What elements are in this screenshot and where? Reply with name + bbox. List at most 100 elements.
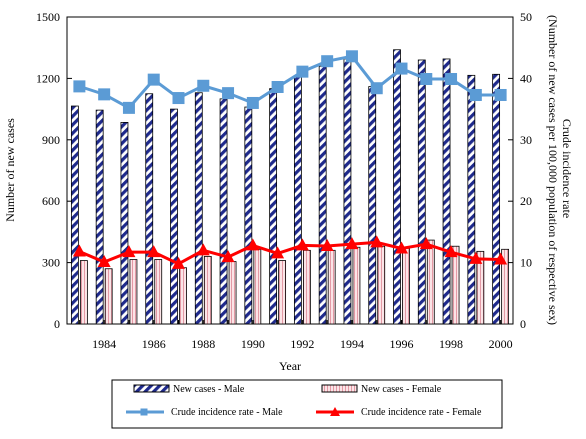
lines-layer — [72, 50, 508, 269]
bar-female-cases-1990 — [253, 248, 262, 325]
y-left-tick-label-600: 600 — [42, 194, 60, 208]
marker-female-rate-1985 — [122, 245, 136, 258]
y-left-tick-label-900: 900 — [42, 133, 60, 147]
marker-female-rate-1995 — [370, 235, 384, 248]
bar-female-cases-1984 — [104, 268, 113, 325]
marker-male-rate-1989 — [222, 87, 235, 100]
y-left-tick-label-1500: 1500 — [36, 10, 60, 24]
bar-male-cases-1986 — [145, 93, 154, 325]
bar-male-cases-1984 — [95, 109, 104, 325]
y-left-tick-label-300: 300 — [42, 256, 60, 270]
marker-male-rate-1999 — [469, 88, 482, 101]
marker-female-rate-1998 — [444, 245, 458, 258]
x-tick-label-1990: 1990 — [241, 337, 265, 351]
marker-female-rate-2000 — [494, 252, 508, 265]
marker-male-rate-1998 — [445, 73, 458, 86]
ticks-layer: 0 300 600 900 1200 1500 0 10 20 30 40 50 1984 1986 198… — [36, 10, 532, 351]
bar-female-cases-1999 — [476, 250, 485, 325]
marker-male-rate-1986 — [147, 73, 160, 86]
legend-swatch-male-cases — [133, 384, 170, 393]
bar-female-cases-2000 — [501, 248, 510, 325]
x-axis-title: Year — [279, 359, 301, 373]
marker-female-rate-1986 — [147, 245, 161, 258]
marker-female-rate-1991 — [271, 246, 285, 259]
marker-male-rate-1997 — [420, 73, 433, 86]
y-left-tick-label-0: 0 — [54, 317, 60, 331]
marker-female-rate-1983 — [72, 244, 86, 257]
bar-male-cases-1997 — [417, 59, 426, 325]
bar-male-cases-1983 — [70, 105, 79, 325]
legend-label-female-rate: Crude incidence rate - Female — [361, 407, 482, 418]
bar-female-cases-1992 — [302, 249, 311, 325]
legend-label-female-cases: New cases - Female — [361, 384, 442, 395]
marker-female-rate-1990 — [246, 238, 260, 251]
x-tick-label-1994: 1994 — [340, 337, 364, 351]
y-axis-right-title-line2: (Number of new cases per 100,000 populat… — [546, 15, 560, 325]
x-tick-label-1984: 1984 — [92, 337, 116, 351]
bar-female-cases-1994 — [352, 246, 361, 325]
bar-male-cases-1998 — [442, 58, 451, 325]
bar-male-cases-1990 — [244, 106, 253, 325]
marker-male-rate-1990 — [246, 96, 259, 109]
y-axis-left-title: Number of new cases — [3, 118, 17, 222]
x-tick-label-1988: 1988 — [191, 337, 215, 351]
marker-male-rate-1984 — [98, 88, 111, 101]
bar-female-cases-1989 — [228, 261, 237, 325]
bar-male-cases-1985 — [120, 122, 129, 325]
y-right-tick-label-50: 50 — [520, 10, 532, 24]
marker-female-rate-1994 — [345, 237, 359, 250]
bar-female-cases-1995 — [377, 245, 386, 325]
marker-female-rate-1996 — [395, 241, 408, 254]
bar-male-cases-1996 — [393, 49, 401, 325]
bar-female-cases-1998 — [451, 245, 460, 325]
bar-male-cases-2000 — [492, 73, 501, 325]
bar-male-cases-1999 — [467, 74, 476, 325]
marker-male-rate-1985 — [122, 101, 135, 114]
marker-male-rate-1988 — [197, 79, 210, 92]
bar-male-cases-1988 — [194, 92, 203, 325]
legend-label-male-cases: New cases - Male — [173, 384, 245, 395]
marker-female-rate-1992 — [295, 238, 309, 251]
y-axis-right-title-line1: Crude incidence rate — [560, 119, 574, 218]
y-left-tick-label-1200: 1200 — [36, 71, 60, 85]
bars-layer — [70, 49, 510, 325]
y-right-tick-label-20: 20 — [520, 194, 532, 208]
marker-male-rate-1996 — [395, 62, 408, 75]
legend-swatch-female-cases — [321, 384, 358, 393]
marker-male-rate-1991 — [271, 80, 284, 93]
y-right-tick-label-30: 30 — [520, 133, 532, 147]
bar-male-cases-1991 — [269, 88, 278, 325]
bar-female-cases-1997 — [426, 239, 435, 325]
bar-female-cases-1988 — [203, 256, 212, 325]
bar-female-cases-1985 — [129, 259, 138, 325]
marker-female-rate-1987 — [172, 256, 185, 269]
bar-female-cases-1986 — [154, 259, 163, 325]
x-tick-label-1996: 1996 — [390, 337, 414, 351]
marker-male-rate-1995 — [370, 82, 383, 95]
y-right-tick-label-40: 40 — [520, 71, 532, 85]
marker-male-rate-1994 — [345, 50, 358, 63]
marker-female-rate-1984 — [97, 254, 111, 267]
legend: New cases - Male New cases - Female Crud… — [111, 379, 503, 429]
x-tick-label-1986: 1986 — [142, 337, 166, 351]
marker-male-rate-1993 — [321, 55, 334, 68]
plot-area-frame — [66, 16, 514, 325]
marker-male-rate-1987 — [172, 92, 185, 105]
legend-marker-male-rate — [140, 408, 148, 416]
bar-male-cases-1993 — [318, 65, 327, 325]
bar-female-cases-1987 — [179, 267, 187, 325]
bar-male-cases-1994 — [343, 58, 352, 325]
x-tick-label-1992: 1992 — [290, 337, 314, 351]
bar-female-cases-1991 — [278, 260, 287, 325]
bar-female-cases-1993 — [327, 249, 336, 325]
y-axis-right-title: Crude incidence rate (Number of new case… — [546, 15, 574, 325]
y-right-tick-label-10: 10 — [520, 256, 532, 270]
y-right-tick-label-0: 0 — [520, 317, 526, 331]
marker-male-rate-1992 — [296, 65, 309, 78]
marker-female-rate-1989 — [221, 250, 235, 263]
marker-male-rate-1983 — [73, 80, 86, 93]
bar-female-cases-1996 — [402, 247, 410, 325]
legend-label-male-rate: Crude incidence rate - Male — [171, 407, 283, 418]
bar-female-cases-1983 — [79, 260, 88, 325]
